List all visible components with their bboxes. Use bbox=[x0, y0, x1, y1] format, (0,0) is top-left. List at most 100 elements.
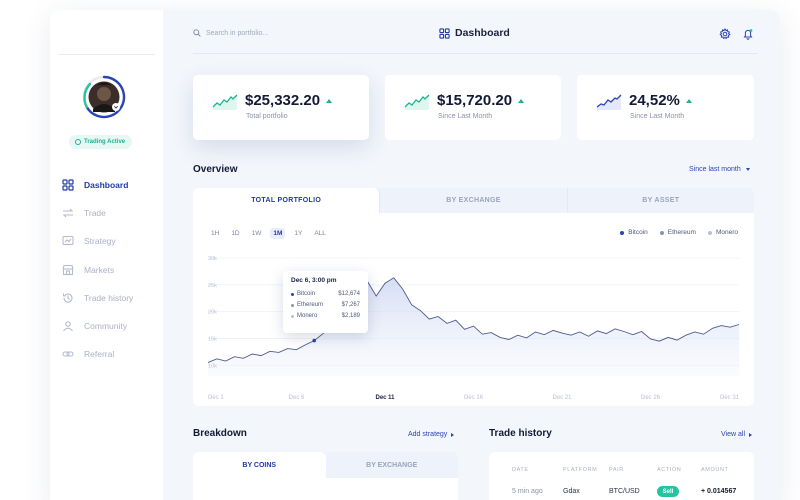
legend-item-ethereum[interactable]: Ethereum bbox=[659, 229, 696, 236]
view-all-link[interactable]: View all bbox=[721, 431, 752, 438]
stat-value: 24,52% bbox=[629, 92, 692, 109]
sidebar-item-label: Trade history bbox=[84, 292, 134, 303]
sidebar-item-markets[interactable]: Markets bbox=[50, 256, 163, 284]
period-dropdown[interactable]: Since last month bbox=[689, 166, 750, 173]
tooltip-title: Dec 6, 3:00 pm bbox=[291, 277, 337, 284]
bell-icon[interactable] bbox=[742, 28, 754, 40]
tooltip-label: Ethereum bbox=[297, 302, 324, 308]
stat-card-percent-change[interactable]: 24,52% Since Last Month bbox=[577, 75, 754, 140]
tab-by-coins[interactable]: BY COINS bbox=[193, 452, 326, 478]
x-tick-label: Dec 16 bbox=[464, 395, 484, 401]
tooltip-row-ethereum: Ethereum $7,267 bbox=[291, 302, 360, 308]
trend-up-icon bbox=[404, 94, 430, 110]
stat-value-text: $15,720.20 bbox=[437, 92, 513, 109]
hover-point[interactable] bbox=[312, 338, 316, 343]
overview-panel: 30k 25k 20k 15k 10k Dec 1 Dec 6 Dec 11 Dec 16 De… bbox=[193, 188, 754, 406]
tab-by-asset[interactable]: BY ASSET bbox=[642, 197, 680, 204]
stat-label: Since Last Month bbox=[438, 113, 493, 120]
y-tick-label: 25k bbox=[208, 283, 217, 289]
sidebar: Trading Active Dashboard Trade Strategy … bbox=[50, 10, 163, 500]
search-input[interactable]: Search in portfolio... bbox=[193, 29, 268, 37]
sidebar-item-label: Referral bbox=[84, 349, 115, 360]
y-tick-label: 20k bbox=[208, 310, 217, 316]
tooltip-value: $12,674 bbox=[338, 291, 360, 297]
range-1h[interactable]: 1H bbox=[211, 230, 220, 237]
range-all[interactable]: ALL bbox=[314, 230, 326, 237]
stat-card-total-portfolio[interactable]: $25,332.20 Total portfolio bbox=[193, 75, 369, 140]
legend-item-monero[interactable]: Monero bbox=[707, 229, 738, 236]
sell-badge[interactable]: Sell bbox=[657, 486, 679, 497]
overview-title: Overview bbox=[193, 164, 238, 175]
tooltip-value: $2,189 bbox=[341, 313, 360, 319]
legend-dot-icon bbox=[620, 230, 625, 235]
x-tick-label: Dec 11 bbox=[375, 395, 395, 401]
search-icon bbox=[193, 29, 201, 37]
column-header-pair: PAIR bbox=[609, 467, 624, 473]
trade-history-panel: DATE PLATFORM PAIR ACTION AMOUNT 5 min a… bbox=[489, 452, 754, 500]
range-1w[interactable]: 1W bbox=[251, 230, 262, 237]
trade-icon bbox=[62, 208, 74, 218]
sidebar-item-trade-history[interactable]: Trade history bbox=[50, 284, 163, 312]
legend-item-bitcoin[interactable]: Bitcoin bbox=[620, 229, 648, 236]
period-dropdown-label: Since last month bbox=[689, 166, 741, 173]
x-tick-label: Dec 31 bbox=[720, 395, 740, 401]
history-icon bbox=[62, 293, 73, 303]
strategy-icon bbox=[62, 236, 74, 246]
time-range-selector: 1H 1D 1W 1M 1Y ALL bbox=[208, 228, 329, 239]
page-title: Dashboard bbox=[439, 27, 510, 39]
column-header-date: DATE bbox=[512, 467, 529, 473]
tab-total-portfolio[interactable]: TOTAL PORTFOLIO bbox=[193, 188, 381, 213]
chevron-right-icon bbox=[451, 432, 455, 437]
breakdown-tabs: BY COINS BY EXCHANGE bbox=[193, 452, 458, 478]
trend-up-icon bbox=[596, 94, 622, 110]
community-icon bbox=[63, 321, 73, 332]
sidebar-item-label: Dashboard bbox=[84, 180, 129, 191]
sidebar-item-dashboard[interactable]: Dashboard bbox=[50, 171, 163, 199]
portfolio-chart: 30k 25k 20k 15k 10k Dec 1 Dec 6 Dec 11 Dec 16 De… bbox=[207, 256, 740, 401]
x-tick-label: Dec 1 bbox=[208, 395, 224, 401]
status-dot-icon bbox=[75, 139, 81, 145]
trend-up-arrow-icon bbox=[326, 98, 333, 103]
range-1d[interactable]: 1D bbox=[231, 230, 240, 237]
view-all-label: View all bbox=[721, 431, 745, 438]
legend-dot-icon bbox=[291, 292, 294, 296]
stat-value: $15,720.20 bbox=[437, 92, 525, 109]
legend-dot-icon bbox=[707, 230, 712, 235]
trade-history-title: Trade history bbox=[489, 428, 552, 439]
tooltip-label: Bitcoin bbox=[297, 291, 316, 297]
sidebar-item-label: Trade bbox=[84, 208, 106, 219]
breakdown-title: Breakdown bbox=[193, 428, 247, 439]
stat-value: $25,332.20 bbox=[245, 92, 333, 109]
range-1y[interactable]: 1Y bbox=[294, 230, 303, 237]
sidebar-item-strategy[interactable]: Strategy bbox=[50, 227, 163, 255]
trade-platform: Gdax bbox=[563, 488, 580, 495]
tooltip-row-monero: Monero $2,189 bbox=[291, 313, 360, 319]
range-1m[interactable]: 1M bbox=[270, 228, 286, 239]
sidebar-item-trade[interactable]: Trade bbox=[50, 199, 163, 227]
y-tick-label: 10k bbox=[208, 363, 217, 369]
stat-card-since-last-month[interactable]: $15,720.20 Since Last Month bbox=[385, 75, 561, 140]
add-strategy-link[interactable]: Add strategy bbox=[408, 431, 455, 438]
legend-label: Bitcoin bbox=[628, 229, 648, 236]
trend-up-arrow-icon bbox=[685, 98, 692, 103]
avatar[interactable] bbox=[82, 75, 126, 119]
referral-icon bbox=[62, 351, 74, 357]
trade-pair: BTC/USD bbox=[609, 488, 640, 495]
legend-dot-icon bbox=[291, 314, 294, 318]
trade-amount: + 0.014567 bbox=[701, 488, 737, 495]
y-tick-label: 15k bbox=[208, 336, 217, 342]
tooltip-row-bitcoin: Bitcoin $12,674 bbox=[291, 291, 360, 297]
grid-icon bbox=[62, 179, 74, 191]
overview-tabs: TOTAL PORTFOLIO BY EXCHANGE BY ASSET bbox=[193, 188, 754, 213]
trend-up-icon bbox=[212, 94, 238, 110]
status-badge-label: Trading Active bbox=[84, 139, 126, 145]
stat-label: Since Last Month bbox=[630, 113, 685, 120]
markets-icon bbox=[62, 264, 74, 275]
sidebar-item-community[interactable]: Community bbox=[50, 312, 163, 340]
sidebar-nav: Dashboard Trade Strategy Markets Trade h… bbox=[50, 171, 163, 368]
breakdown-panel: BY COINS BY EXCHANGE bbox=[193, 452, 458, 500]
sidebar-item-referral[interactable]: Referral bbox=[50, 340, 163, 368]
tab-by-exchange[interactable]: BY EXCHANGE bbox=[380, 188, 568, 213]
tab-breakdown-by-exchange[interactable]: BY EXCHANGE bbox=[366, 461, 418, 469]
gear-icon[interactable] bbox=[719, 28, 731, 40]
